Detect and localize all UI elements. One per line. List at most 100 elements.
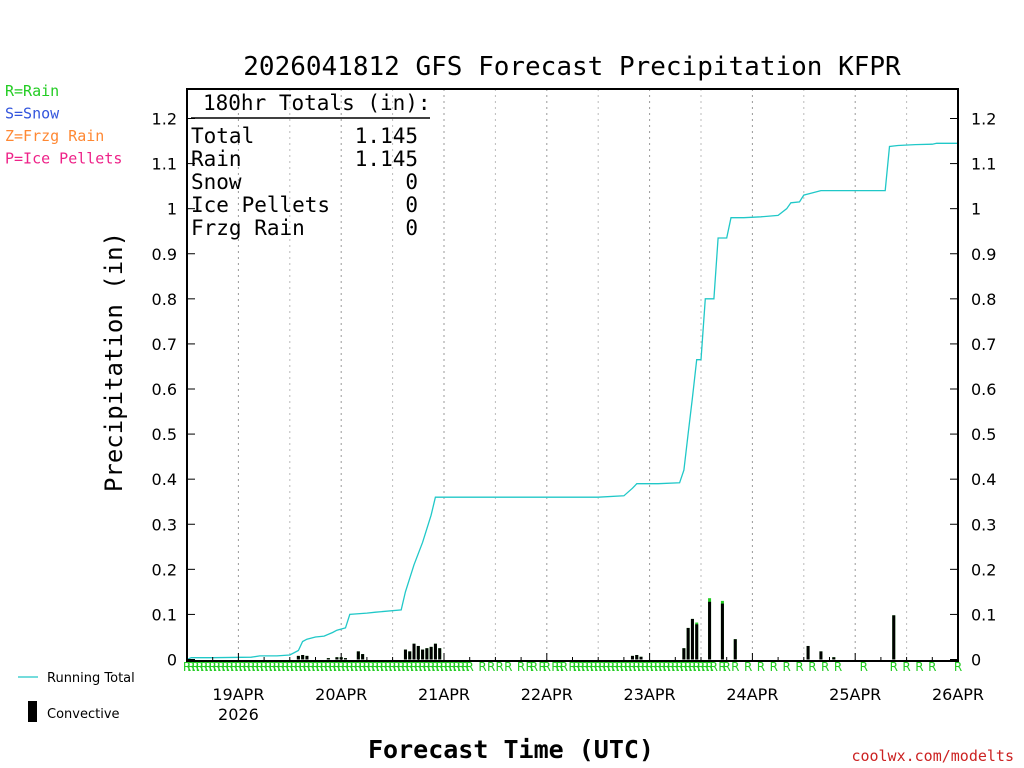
y-tick-label-left: 0.1 [152,605,177,624]
ptype-marker: R [697,660,705,674]
ptype-marker: R [251,660,259,674]
y-tick-label-left: 0.6 [152,380,177,399]
ptype-marker: R [718,660,726,674]
ptype-marker: R [684,660,692,674]
ptype-marker: R [264,660,272,674]
ptype-marker: R [496,660,504,674]
x-tick-label: 23APR [624,685,676,704]
ptype-marker: R [675,660,683,674]
ptype-marker: R [431,660,439,674]
ptype-marker: R [581,660,589,674]
convective-bar [832,657,836,660]
y-tick-label-right: 0.1 [971,605,996,624]
series-legend-label: Running Total [47,671,135,686]
ptype-marker: R [573,660,581,674]
ptype-marker: R [633,660,641,674]
ptype-marker: R [658,660,666,674]
ptype-marker: R [594,660,602,674]
convective-bar [343,658,347,660]
y-tick-label-left: 0.9 [152,245,177,264]
ptype-marker: R [427,660,435,674]
ptype-marker: R [243,660,251,674]
ptype-marker: R [191,660,199,674]
ptype-marker: R [320,660,328,674]
ptype-marker: R [380,660,388,674]
y-tick-label-left: 1.1 [152,155,177,174]
ptype-marker: R [744,660,752,674]
y-tick-label-left: 0.7 [152,335,177,354]
totals-row-value: 0 [405,193,418,217]
y-tick-label-left: 1.2 [152,110,177,129]
convective-bar [635,654,639,660]
precip-type-markers: RRRRRRRRRRRRRRRRRRRRRRRRRRRRRRRRRRRRRRRR… [183,660,962,674]
convective-bar [425,648,429,660]
gridlines [237,89,908,661]
ptype-marker: R [187,660,195,674]
ptype-marker: R [954,660,962,674]
y-tick-label-left: 1 [167,200,177,219]
y-tick-label-left: 0.3 [152,515,177,534]
chart-title: 2026041812 GFS Forecast Precipitation KF… [243,52,901,82]
precip-type-legend-item: Z=Frzg Rain [5,127,104,145]
ptype-marker: R [504,660,512,674]
ptype-marker: R [273,660,281,674]
ptype-marker: R [585,660,593,674]
ptype-marker: R [341,660,349,674]
y-tick-label-right: 0.2 [971,560,996,579]
precip-type-legend-item: S=Snow [5,105,60,123]
ptype-marker: R [397,660,405,674]
y-tick-label-left: 0.8 [152,290,177,309]
convective-bar [708,601,712,660]
ptype-marker: R [286,660,294,674]
ptype-marker: R [256,660,264,674]
x-tick-sublabel: 2026 [218,705,259,724]
plot-frame [186,88,959,662]
ptype-marker: R [209,660,217,674]
ptype-marker: R [358,660,366,674]
convective-bar [733,639,737,660]
ptype-marker: R [680,660,688,674]
ptype-marker: R [414,660,422,674]
ptype-marker: R [204,660,212,674]
ptype-marker: R [247,660,255,674]
ptype-marker: R [607,660,615,674]
convective-bar [301,654,305,660]
ptype-marker: R [795,660,803,674]
ptype-marker: R [423,660,431,674]
y-axis-label: Precipitation (in) [100,232,128,492]
totals-row-value: 1.145 [355,124,418,148]
ptype-marker: R [615,660,623,674]
convective-bar [403,649,407,660]
convective-bar [429,646,433,660]
convective-bar [433,643,437,660]
precip-type-legend-item: R=Rain [5,82,59,100]
ptype-marker: R [457,660,465,674]
ptype-marker: R [808,660,816,674]
y-tick-label-right: 0.8 [971,290,996,309]
ptype-marker: R [281,660,289,674]
convective-bar [361,654,365,660]
y-tick-label-left: 0.2 [152,560,177,579]
x-tick-label: 25APR [829,685,881,704]
credit-text: coolwx.com/modelts [851,747,1014,765]
totals-row-label: Frzg Rain [191,216,305,240]
ptype-marker: R [213,660,221,674]
ptype-marker: R [401,660,409,674]
ptype-marker: R [448,660,456,674]
ptype-marker: R [525,660,533,674]
ptype-marker: R [645,660,653,674]
convective-bar [438,648,442,660]
convective-bar [819,651,823,660]
totals-box: 180hr Totals (in): Total 1.145 Rain 1.145 Sn… [191,91,431,240]
y-tick-label-right: 0.4 [971,470,996,489]
y-tick-label-right: 0.7 [971,335,996,354]
ptype-marker: R [221,660,229,674]
ptype-marker: R [333,660,341,674]
series-legend-label: Convective [47,707,120,722]
ptype-marker: R [688,660,696,674]
x-tick-label: 20APR [315,685,367,704]
ptype-marker: R [444,660,452,674]
ptype-marker: R [307,660,315,674]
ptype-marker: R [902,660,910,674]
